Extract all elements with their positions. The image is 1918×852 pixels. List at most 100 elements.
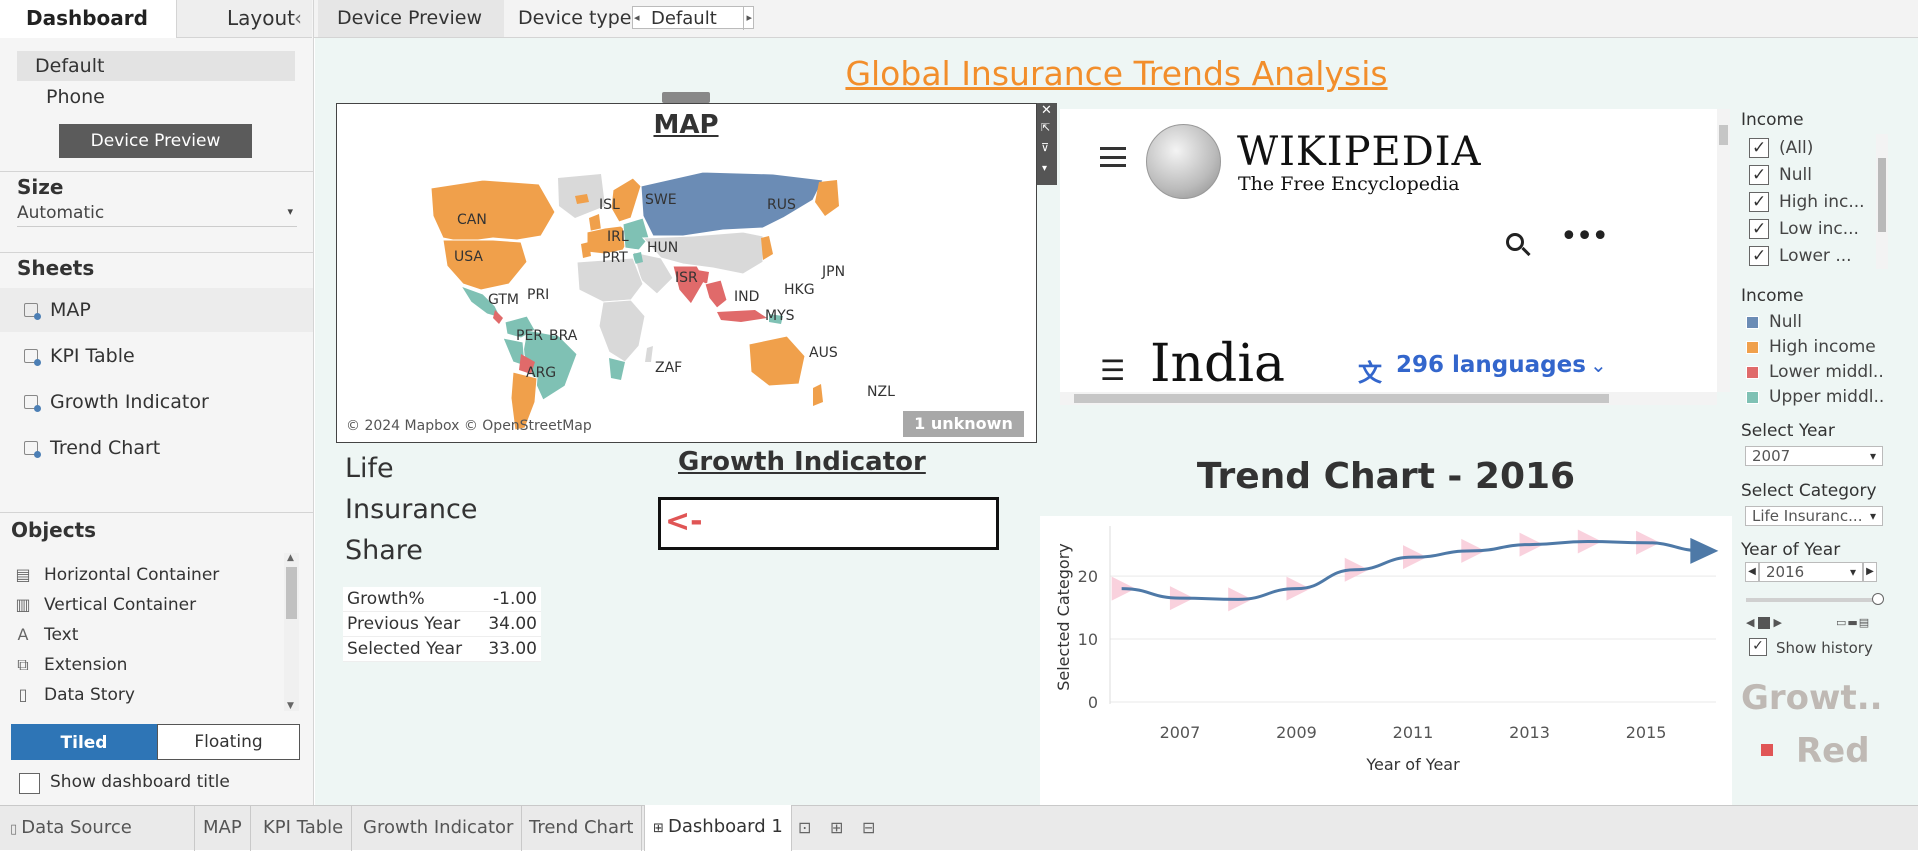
legend-item-lower-middle[interactable]: Lower middl.. [1746,360,1884,385]
sheet-item-kpi-table[interactable]: KPI Table [0,334,313,378]
checkbox[interactable] [1749,162,1769,189]
income-filter-lower[interactable]: Lower ... [1749,243,1852,270]
map-title: MAP [653,110,719,140]
select-category-dropdown[interactable]: Life Insuranc... [1745,506,1883,526]
objects-heading: Objects [11,518,97,542]
growth-indicator-box[interactable]: <- [658,497,999,550]
table-of-contents-icon[interactable]: ☰ [1100,354,1126,387]
close-icon[interactable]: ✕ [1041,103,1052,118]
languages-link[interactable]: 296 languages [1396,352,1586,378]
year-of-year-dropdown[interactable]: 2016 [1759,562,1863,582]
sheet-item-trend-chart[interactable]: Trend Chart [0,426,313,470]
web-object-v-scrollbar[interactable] [1717,109,1730,392]
region-bol [519,354,535,374]
show-history-checkbox[interactable]: ✓ [1749,638,1767,656]
checkbox[interactable] [1749,135,1769,162]
tab-layout[interactable]: Layout [177,0,312,38]
year-prev-button[interactable]: ◀ [1745,562,1759,582]
device-preview-button[interactable]: Device Preview [59,124,252,158]
tab-label: Data Source [21,817,132,838]
region-rus [640,171,824,237]
device-preview-tab[interactable]: Device Preview [318,0,504,37]
growth-legend-swatch [1761,744,1773,756]
map-attribution[interactable]: © 2024 Mapbox © OpenStreetMap [346,418,592,434]
text-icon: A [17,625,29,644]
income-filter-null[interactable]: Null [1749,162,1812,189]
object-data-story[interactable]: ▯ Data Story [12,680,135,710]
unknown-indicator[interactable]: 1 unknown [903,411,1024,437]
translate-icon[interactable]: 文 [1358,359,1382,387]
data-source-tab[interactable]: ▯ Data Source [0,806,195,851]
search-icon[interactable] [1506,233,1531,257]
income-filter-scrollbar[interactable] [1876,134,1888,269]
device-type-select[interactable]: ◂ Default ▸ [632,6,754,30]
chevron-left-icon[interactable]: ◂ [634,11,640,24]
tab-label: Dashboard 1 [668,816,783,837]
size-dropdown[interactable]: Automatic ▾ [17,203,297,227]
checkbox[interactable] [1749,216,1769,243]
kpi-row-growth: Growth% -1.00 [343,587,541,612]
database-icon: ▯ [10,822,22,837]
select-year-dropdown[interactable]: 2007 [1745,446,1883,466]
device-default[interactable]: Default [17,51,295,81]
collapse-panel-icon[interactable]: ‹ [294,6,302,30]
growth-indicator-title: Growth Indicator [678,447,926,477]
tiled-button[interactable]: Tiled [11,724,157,760]
web-page-object[interactable]: WIKIPEDIA The Free Encyclopedia ••• ☰ In… [1060,109,1717,399]
checkbox-label: Low inc... [1779,219,1859,239]
stop-icon[interactable] [1757,617,1770,629]
hamburger-menu-icon[interactable] [1100,147,1126,167]
more-options-icon[interactable]: ••• [1560,219,1609,254]
map-panel[interactable]: MAP [336,92,1037,443]
region-indonesia [717,310,767,322]
income-filter-low[interactable]: Low inc... [1749,216,1859,243]
tab-dashboard-1[interactable]: ⊞ Dashboard 1 [644,805,792,851]
object-text[interactable]: A Text [12,620,79,650]
new-story-icon[interactable]: ⊟ [862,818,876,837]
tab-kpi-table[interactable]: KPI Table [255,806,353,851]
show-history-label: Show history [1776,639,1873,657]
object-horizontal-container[interactable]: ▤ Horizontal Container [12,560,219,590]
go-to-sheet-icon[interactable]: ⇱ [1041,121,1051,134]
region-asia-central [641,231,764,275]
speed-controls[interactable]: ▭▬▤ [1836,616,1871,629]
step-forward-icon[interactable]: ▶ [1773,616,1782,629]
checkbox[interactable] [1749,243,1769,270]
web-object-h-scrollbar[interactable] [1060,392,1717,405]
slider-handle[interactable] [1872,593,1884,605]
checkbox[interactable] [1749,189,1769,216]
legend-item-upper-middle[interactable]: Upper middl.. [1746,385,1884,410]
income-filter-all[interactable]: (All) [1749,135,1813,162]
step-back-icon[interactable]: ◀ [1746,616,1755,629]
map-drag-handle[interactable] [662,92,710,103]
device-phone[interactable]: Phone [46,86,105,108]
sheet-item-map[interactable]: MAP [0,288,313,332]
show-dashboard-title-checkbox[interactable] [19,773,40,794]
wikipedia-globe-logo [1146,124,1221,199]
sheet-item-growth-indicator[interactable]: Growth Indicator [0,380,313,424]
year-next-button[interactable]: ▶ [1863,562,1877,582]
legend-item-null[interactable]: Null [1746,310,1802,335]
chevron-down-icon[interactable]: ⌄ [1590,353,1607,377]
trend-chart-panel[interactable]: 0 10 20 2007 2009 2011 2013 2015 Year of Year Sel… [1040,516,1732,816]
tab-trend-chart[interactable]: Trend Chart [521,806,643,851]
filter-icon[interactable]: ⊽ [1041,141,1050,154]
tab-map[interactable]: MAP [195,806,251,851]
income-filter-high[interactable]: High inc... [1749,189,1865,216]
objects-scrollbar[interactable]: ▲ ▼ [284,553,299,711]
object-label: Data Story [44,685,135,705]
year-slider[interactable] [1746,593,1884,605]
new-worksheet-icon[interactable]: ⊡ [798,818,812,837]
new-dashboard-icon[interactable]: ⊞ [830,818,844,837]
more-options-icon[interactable]: ▾ [1042,163,1048,174]
chevron-right-icon[interactable]: ▸ [743,6,752,30]
object-vertical-container[interactable]: ▥ Vertical Container [12,590,196,620]
world-map[interactable] [343,166,1031,438]
trend-chart[interactable]: 0 10 20 2007 2009 2011 2013 2015 Year of Year Sel… [1040,516,1732,816]
legend-item-high-income[interactable]: High income [1746,335,1876,360]
tab-dashboard[interactable]: Dashboard [0,0,177,38]
object-extension[interactable]: ⧉ Extension [12,650,127,680]
floating-button[interactable]: Floating [157,724,300,760]
sheets-heading: Sheets [17,256,95,280]
tab-growth-indicator[interactable]: Growth Indicator [355,806,523,851]
